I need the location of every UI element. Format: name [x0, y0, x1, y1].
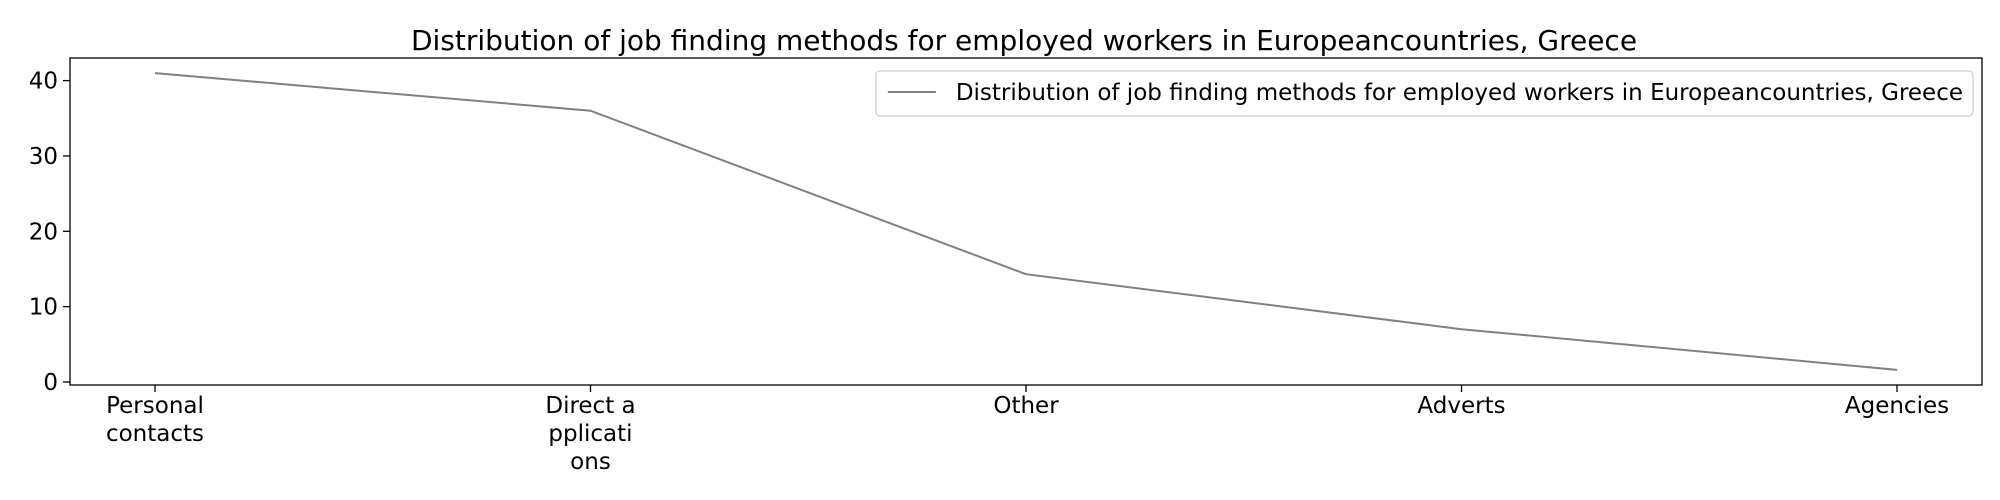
x-tick-label: Other [993, 393, 1059, 419]
legend: Distribution of job finding methods for … [875, 70, 1974, 117]
x-tick-label: Direct a pplicati ons [545, 393, 635, 475]
x-tick-label: Agencies [1845, 393, 1949, 419]
series-layer [154, 72, 1898, 371]
y-tick-label: 20 [29, 219, 58, 245]
y-tick-label: 10 [29, 295, 58, 321]
x-tick-label: Personal contacts [106, 393, 204, 447]
y-tick-label: 0 [43, 370, 58, 396]
x-axis: Personal contacts Direct a pplicati ons Other… [106, 385, 1949, 475]
y-axis: 0 10 20 30 40 [29, 69, 70, 396]
x-tick-label: Adverts [1417, 393, 1505, 419]
chart-title: Distribution of job finding methods for … [411, 24, 1637, 57]
y-tick-label: 40 [29, 69, 58, 95]
series-line [154, 72, 1898, 371]
legend-box [875, 70, 1974, 117]
y-tick-label: 30 [29, 144, 58, 170]
legend-label: Distribution of job finding methods for … [956, 80, 1963, 106]
